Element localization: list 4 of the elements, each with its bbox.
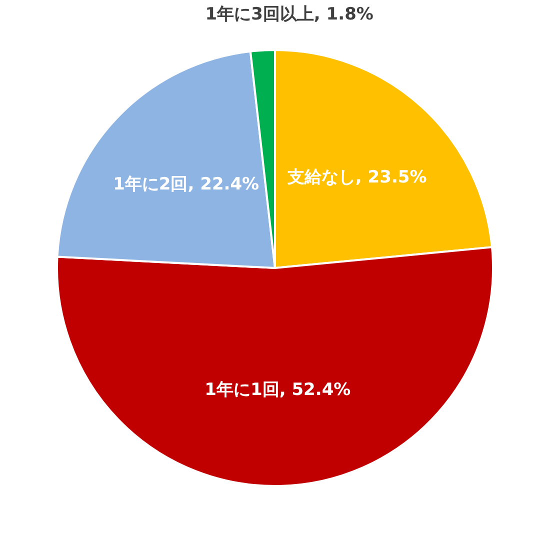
slice-label: 1年に3回以上, 1.8% bbox=[205, 4, 374, 24]
slice-label: 1年に2回, 22.4% bbox=[113, 174, 260, 194]
slice-label: 支給なし, 23.5% bbox=[286, 168, 427, 188]
slice-label: 1年に1回, 52.4% bbox=[204, 380, 351, 400]
